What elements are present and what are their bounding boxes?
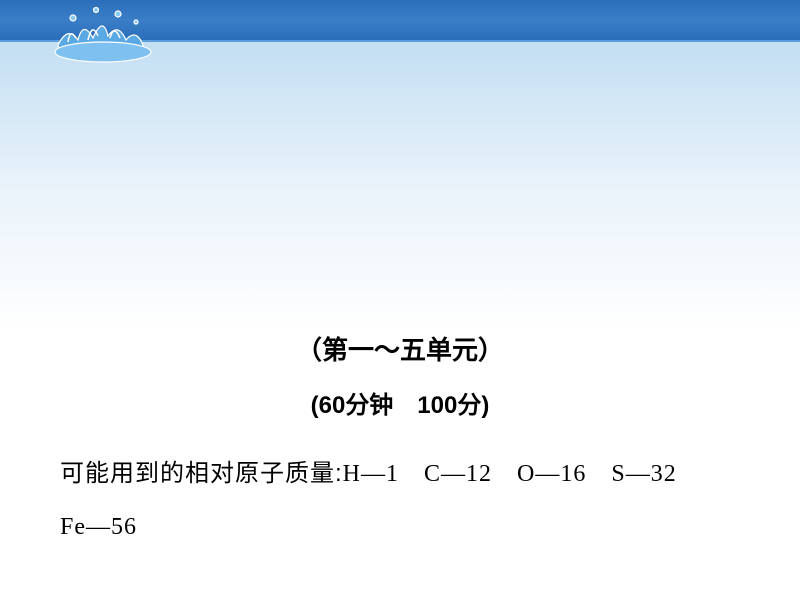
exam-info: (60分钟 100分) (60, 385, 740, 420)
unit-title: （第一～五单元） (60, 330, 740, 367)
atomic-mass-line2: Fe—56 (60, 501, 740, 554)
header-bar (0, 0, 800, 42)
atomic-mass-label: 可能用到的相对原子质量: (60, 460, 343, 487)
atomic-mass-values: H—1 C—12 O—16 S—32 (343, 461, 677, 487)
atomic-mass-line1: 可能用到的相对原子质量:H—1 C—12 O—16 S—32 (60, 448, 740, 501)
document-content: （第一～五单元） (60分钟 100分) 可能用到的相对原子质量:H—1 C—1… (0, 330, 800, 554)
